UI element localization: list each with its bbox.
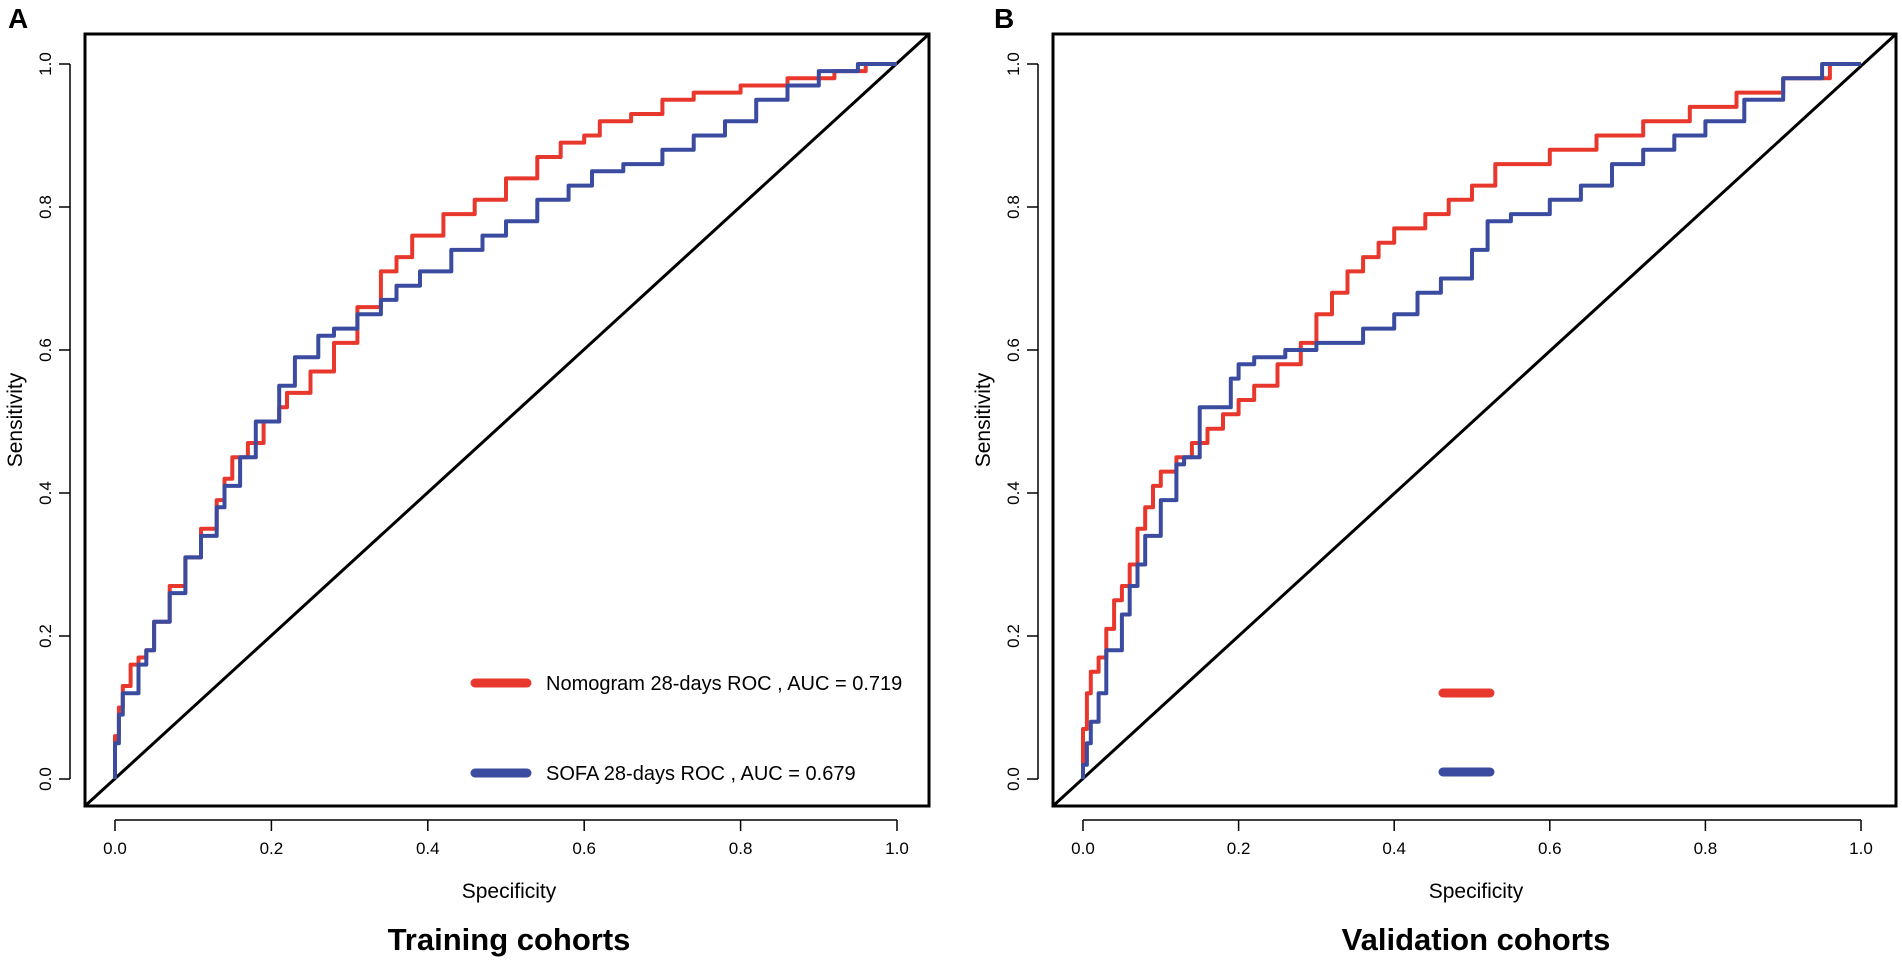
panel-b-plot-frame — [1051, 32, 1898, 808]
panel-b-x-tick-label: 0.0 — [1071, 839, 1095, 858]
panel-b-y-tick-label: 0.0 — [1004, 767, 1023, 791]
panel-b-legend — [1438, 688, 1495, 777]
panel-b-y-axis-label: Sensitivity — [972, 372, 995, 467]
panel-a-y-axis-label: Sensitivity — [4, 372, 27, 467]
panel-b-roc-sofa-line — [1081, 62, 1861, 779]
panel-a-y-tick-label: 0.8 — [36, 195, 55, 219]
panel-a-y-tick-label: 0.4 — [36, 481, 55, 505]
panel-a-x-tick-label: 1.0 — [885, 839, 909, 858]
panel-b-x-tick-label: 1.0 — [1849, 839, 1873, 858]
panel-a-plot-frame — [83, 32, 931, 808]
panel-b-x-tick-label: 0.8 — [1694, 839, 1718, 858]
panel-a-y-tick-label: 0.2 — [36, 624, 55, 648]
panel-a-x-tick-label: 0.2 — [260, 839, 284, 858]
panel-b-x-tick-label: 0.2 — [1227, 839, 1251, 858]
panel-b-roc-nomogram-line — [1081, 62, 1861, 779]
panel-a-legend: Nomogram 28-days ROC , AUC = 0.719 SOFA … — [470, 673, 902, 785]
panel-b-x-tick-label: 0.6 — [1538, 839, 1562, 858]
panel-a-y-tick-label: 1.0 — [36, 52, 55, 76]
panel-b-x-ticks: 0.0 0.2 0.4 0.6 0.8 1.0 — [1071, 820, 1873, 858]
panel-a-y-ticks: 0.0 0.2 0.4 0.6 0.8 1.0 — [36, 52, 70, 791]
panel-b-validation-roc: B 0.0 0.2 0.4 0.6 0.8 1.0 0.00.20.40.60.81.0 … — [972, 3, 1898, 957]
panel-a-x-tick-label: 0.0 — [103, 839, 127, 858]
panel-a-series — [113, 62, 897, 779]
panel-a-x-ticks: 0.0 0.2 0.4 0.6 0.8 1.0 — [103, 820, 909, 858]
panel-b-letter: B — [994, 3, 1014, 34]
panel-a-y-tick-label: 0.0 — [36, 767, 55, 791]
panel-a-roc-sofa-line — [113, 62, 897, 779]
panel-b-y-ticks: 0.0 0.2 0.4 0.6 0.8 1.0 — [1004, 52, 1038, 791]
panel-b-reference-diagonal — [1051, 32, 1898, 808]
panel-b-y-tick-label: 0.6 — [1004, 338, 1023, 362]
panel-b-y-tick-label: 0.4 — [1004, 481, 1023, 505]
panel-b-title: Validation cohorts — [1342, 922, 1611, 957]
panel-a-letter: A — [8, 3, 28, 34]
panel-a-x-tick-label: 0.6 — [572, 839, 596, 858]
panel-a-x-tick-label: 0.8 — [729, 839, 753, 858]
panel-b-y-tick-label: 0.2 — [1004, 624, 1023, 648]
panel-b-series — [1081, 62, 1861, 779]
panel-a-x-tick-label: 0.4 — [416, 839, 440, 858]
panel-a-legend-label-sofa: SOFA 28-days ROC , AUC = 0.679 — [546, 763, 856, 785]
panel-b-x-axis-label: Specificity — [1429, 880, 1524, 903]
panel-a-legend-label-nomogram: Nomogram 28-days ROC , AUC = 0.719 — [546, 673, 902, 695]
panel-b-y-tick-label: 1.0 — [1004, 52, 1023, 76]
panel-a-training-roc: A 0.0 0.2 0.4 0.6 0.8 1.0 0.00.20.40.60.81.0 … — [4, 3, 931, 957]
panel-a-y-tick-label: 0.6 — [36, 338, 55, 362]
panel-a-reference-diagonal — [83, 32, 931, 808]
panel-b-y-tick-label: 0.8 — [1004, 195, 1023, 219]
panel-a-title: Training cohorts — [388, 922, 631, 957]
panel-b-x-tick-label: 0.4 — [1382, 839, 1406, 858]
panel-a-x-axis-label: Specificity — [462, 880, 557, 903]
